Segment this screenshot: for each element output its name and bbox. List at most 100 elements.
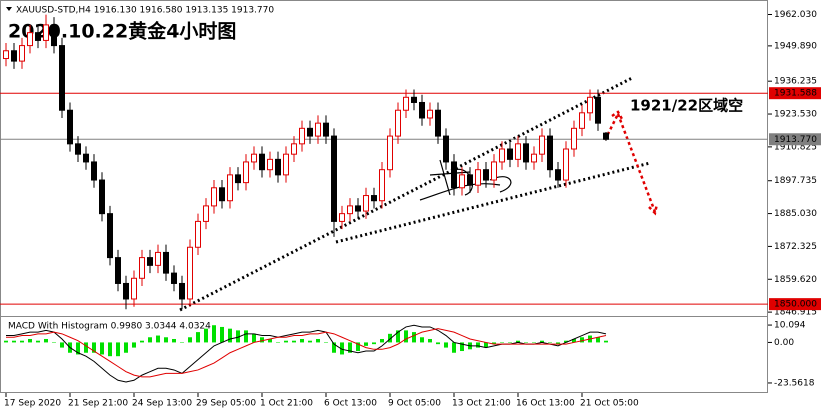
y-tick-label: 1949.890	[774, 41, 817, 51]
histogram-bar	[244, 330, 248, 343]
histogram-bar	[84, 342, 88, 353]
histogram-bar	[124, 342, 128, 353]
candle-body	[371, 195, 377, 202]
candle-body	[203, 205, 209, 222]
candle-body	[315, 122, 321, 137]
candle-body	[547, 135, 553, 171]
y-tick-label: -23.5618	[774, 378, 815, 388]
histogram-bar	[380, 338, 384, 343]
histogram-bar	[508, 342, 512, 343]
y-tick-label: 1846.915	[774, 308, 817, 318]
candle-body	[227, 174, 233, 202]
histogram-bar	[580, 337, 584, 343]
histogram-bar	[60, 342, 64, 348]
candle-body	[179, 282, 185, 300]
histogram-bar	[596, 337, 600, 343]
level-label: 1931.588	[774, 89, 817, 99]
histogram-bar	[404, 330, 408, 343]
candle-body	[59, 45, 65, 111]
candle-body	[475, 169, 481, 186]
trend-line-lower	[335, 161, 651, 244]
histogram-bar	[276, 342, 280, 343]
candle-body	[515, 143, 521, 160]
histogram-bar	[100, 342, 104, 355]
x-tick-label: 6 Oct 13:00	[324, 399, 377, 409]
histogram-bar	[412, 332, 416, 343]
candle-body	[443, 135, 449, 163]
candle-body	[379, 169, 385, 202]
candle-body	[139, 257, 145, 279]
annotation: 1921/22区域空	[630, 97, 743, 115]
histogram-bar	[356, 342, 360, 352]
histogram-bar	[556, 342, 560, 345]
histogram-bar	[220, 326, 224, 343]
candle-body	[323, 122, 329, 137]
candle-body	[195, 220, 201, 248]
histogram-bar	[324, 342, 328, 343]
candle-body	[411, 96, 417, 103]
candle-body	[163, 251, 169, 274]
histogram-bar	[92, 342, 96, 353]
histogram-bar	[484, 342, 488, 348]
histogram-bar	[292, 340, 296, 343]
candle-body	[211, 187, 217, 207]
y-tick-label: 1872.325	[774, 242, 817, 252]
candle-body	[91, 161, 97, 181]
histogram-bar	[164, 337, 168, 343]
candle-body	[587, 96, 593, 114]
candle-body	[571, 127, 577, 150]
candle-body	[363, 195, 369, 212]
candle-body	[75, 143, 81, 155]
candle-body	[523, 143, 529, 163]
histogram-bar	[132, 342, 136, 348]
histogram-bar	[268, 338, 272, 343]
candle-body	[451, 161, 457, 189]
histogram-bar	[116, 342, 120, 357]
candle-body	[235, 174, 241, 184]
candle-body	[307, 127, 313, 137]
candle-body	[595, 96, 601, 124]
histogram-bar	[148, 337, 152, 343]
candle-body	[331, 135, 337, 222]
candle-body	[131, 277, 137, 300]
histogram-bar	[436, 342, 440, 345]
chart-title: 2020.10.22黄金4小时图	[8, 20, 236, 43]
x-tick-label: 29 Sep 05:00	[196, 399, 256, 409]
histogram-bar	[316, 338, 320, 343]
histogram-bar	[420, 337, 424, 343]
candle-body	[555, 169, 561, 181]
level-label-box	[769, 87, 821, 100]
histogram-bar	[444, 342, 448, 348]
histogram-bar	[540, 340, 544, 343]
histogram-bar	[396, 330, 400, 343]
y-tick-label: 10.094	[774, 321, 806, 331]
histogram-bar	[36, 340, 40, 343]
candle-body	[347, 205, 353, 215]
candle-body	[507, 148, 513, 160]
candle-body	[243, 161, 249, 184]
level-label: 1850.000	[774, 300, 817, 310]
histogram-bar	[212, 325, 216, 343]
candle-body	[459, 174, 465, 189]
candle-body	[419, 101, 425, 119]
candle-body	[499, 148, 505, 163]
histogram-bar	[228, 328, 232, 343]
candle-body	[531, 153, 537, 163]
x-tick-label: 9 Oct 05:00	[388, 399, 441, 409]
candle-body	[483, 169, 489, 181]
candle-body	[563, 148, 569, 181]
candle-body	[579, 112, 585, 129]
candle-body	[435, 109, 441, 137]
histogram-bar	[12, 340, 16, 343]
candle-body	[387, 135, 393, 171]
histogram-bar	[140, 340, 144, 343]
candle-body	[467, 174, 473, 186]
histogram-bar	[460, 342, 464, 352]
y-tick-label: 1936.235	[774, 77, 817, 87]
histogram-bar	[284, 340, 288, 343]
x-tick-label: 16 Oct 13:00	[516, 399, 575, 409]
candle-body	[43, 24, 49, 41]
candle-body	[3, 50, 9, 60]
